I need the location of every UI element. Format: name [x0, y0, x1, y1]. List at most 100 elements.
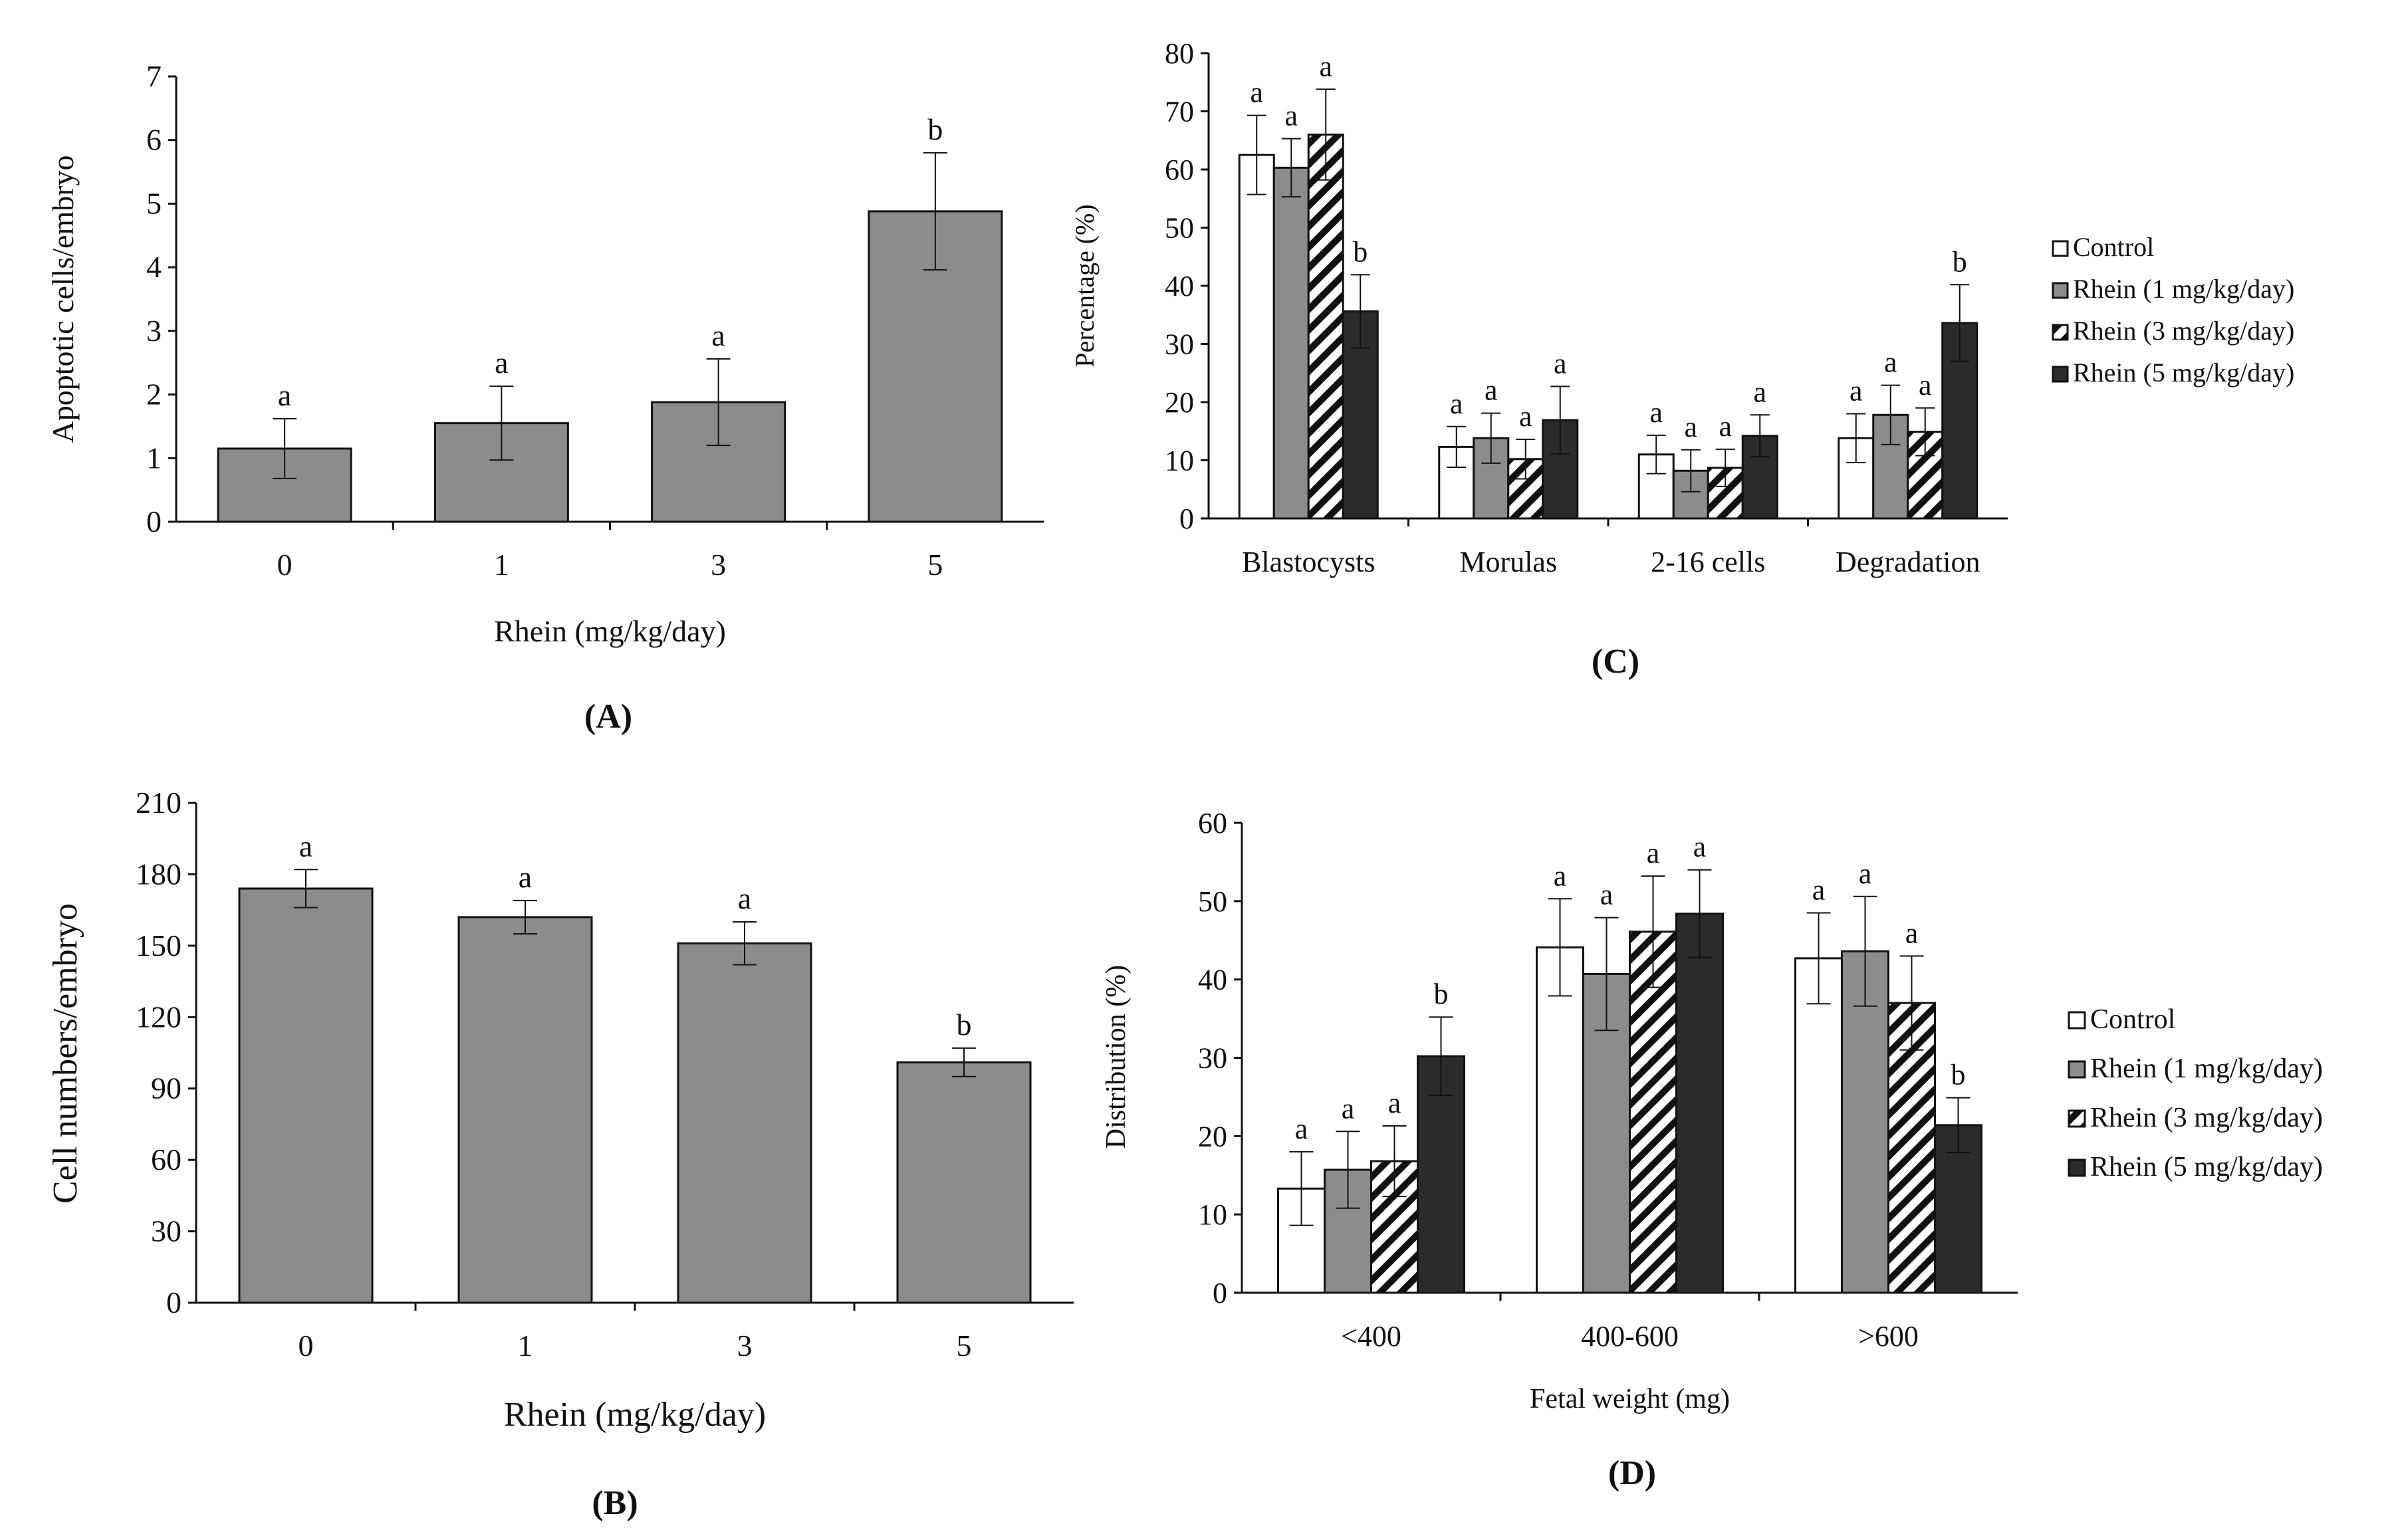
- y-tick-label: 50: [1165, 212, 1194, 245]
- y-tick-label: 210: [136, 786, 181, 820]
- y-tick-label: 80: [1165, 37, 1194, 70]
- significance-letter: a: [1342, 1092, 1355, 1125]
- y-tick-label: 30: [151, 1214, 181, 1248]
- bar: [677, 942, 812, 1304]
- y-tick-label: 40: [1198, 964, 1227, 996]
- x-category-label: 5: [957, 1329, 972, 1363]
- y-axis-label: Distribution (%): [1101, 965, 1132, 1149]
- legend-swatch: [2052, 366, 2069, 383]
- y-tick-label: 40: [1165, 270, 1194, 302]
- significance-letter: a: [1719, 410, 1732, 443]
- significance-letter: a: [1250, 76, 1263, 109]
- y-tick-label: 60: [1165, 154, 1194, 186]
- legend-swatch: [2068, 1060, 2086, 1079]
- bar: [1307, 134, 1344, 520]
- significance-letter: a: [1693, 831, 1707, 863]
- significance-letter: b: [957, 1008, 972, 1042]
- y-tick-label: 4: [146, 250, 162, 284]
- y-tick-label: 0: [1213, 1277, 1227, 1309]
- legend-swatch: [2068, 1109, 2086, 1128]
- bar: [457, 916, 593, 1304]
- y-axis-label: Cell numbers/embryo: [47, 903, 84, 1204]
- bar: [1741, 435, 1778, 520]
- y-tick-label: 30: [1198, 1042, 1227, 1075]
- y-tick-label: 0: [146, 504, 162, 538]
- legend-swatch: [2052, 240, 2069, 257]
- significance-letter: a: [1284, 100, 1298, 132]
- y-tick-label: 20: [1165, 386, 1194, 419]
- significance-letter: a: [278, 378, 291, 412]
- legend-swatch: [2068, 1011, 2086, 1030]
- significance-letter: a: [299, 829, 312, 863]
- significance-letter: a: [1450, 387, 1463, 420]
- x-category-label: >600: [1858, 1320, 1919, 1353]
- y-tick-label: 150: [136, 929, 181, 962]
- panel-label: (B): [592, 1484, 638, 1522]
- bar: [1272, 166, 1310, 520]
- x-category-label: 1: [518, 1329, 533, 1363]
- x-category-label: Degradation: [1836, 546, 1980, 578]
- bar: [1707, 467, 1744, 520]
- significance-letter: a: [1850, 375, 1863, 407]
- y-tick-label: 90: [151, 1071, 181, 1105]
- y-tick-label: 7: [146, 59, 162, 93]
- legend-swatch: [2068, 1158, 2086, 1177]
- significance-letter: a: [1554, 859, 1567, 892]
- bar: [1238, 154, 1275, 520]
- y-tick-label: 70: [1165, 96, 1194, 128]
- legend-label: Control: [2073, 232, 2154, 262]
- y-tick-label: 60: [1198, 807, 1227, 839]
- x-axis-label: Fetal weight (mg): [1530, 1384, 1730, 1414]
- y-tick-label: 180: [136, 857, 181, 891]
- bar: [217, 447, 352, 523]
- x-category-label: 3: [711, 548, 726, 582]
- significance-letter: b: [1951, 1059, 1966, 1091]
- legend-swatch: [2052, 282, 2069, 299]
- x-category-label: 400-600: [1581, 1320, 1679, 1353]
- significance-letter: a: [1485, 374, 1498, 407]
- significance-letter: a: [738, 881, 751, 915]
- y-tick-label: 30: [1165, 328, 1194, 361]
- x-axis-label: Rhein (mg/kg/day): [494, 614, 726, 648]
- significance-letter: a: [1812, 874, 1826, 907]
- significance-letter: b: [1434, 978, 1449, 1010]
- y-tick-label: 50: [1198, 885, 1227, 918]
- bar: [1675, 913, 1724, 1294]
- y-axis-label: Apoptotic cells/embryo: [46, 155, 80, 443]
- x-category-label: 3: [737, 1329, 753, 1363]
- bar: [1794, 957, 1843, 1294]
- significance-letter: a: [711, 318, 725, 352]
- legend-label: Rhein (1 mg/kg/day): [2073, 274, 2294, 304]
- significance-letter: a: [1600, 879, 1613, 911]
- x-category-label: 0: [277, 548, 293, 582]
- bar: [1536, 946, 1584, 1294]
- y-tick-label: 20: [1198, 1120, 1227, 1153]
- significance-letter: a: [1684, 411, 1697, 443]
- panel-label: (C): [1592, 643, 1639, 681]
- bar: [1629, 931, 1677, 1294]
- x-category-label: <400: [1341, 1320, 1401, 1353]
- legend-label: Rhein (1 mg/kg/day): [2090, 1053, 2323, 1084]
- significance-letter: a: [1554, 347, 1567, 380]
- bar: [896, 1061, 1032, 1304]
- chart-panel-A: 0 1 2 3 4 5 6 7 0 1 3 5 a a a b Apoptotic cells/embryo Rh…: [46, 59, 1044, 736]
- y-tick-label: 0: [166, 1285, 181, 1319]
- y-axis-label: Percentage (%): [1070, 204, 1100, 367]
- x-category-label: 5: [927, 548, 943, 582]
- significance-letter: b: [1953, 245, 1967, 278]
- legend: Control Rhein (1 mg/kg/day) Rhein (3 mg/kg…: [2052, 232, 2294, 387]
- y-tick-label: 2: [146, 378, 162, 411]
- y-tick-label: 0: [1179, 502, 1194, 535]
- x-axis-label: Rhein (mg/kg/day): [504, 1396, 766, 1434]
- bar: [238, 887, 374, 1304]
- significance-letter: a: [1388, 1087, 1401, 1119]
- legend-label: Rhein (3 mg/kg/day): [2090, 1103, 2323, 1133]
- legend-swatch: [2052, 324, 2069, 341]
- x-category-label: Morulas: [1459, 546, 1557, 578]
- legend: Control Rhein (1 mg/kg/day) Rhein (3 mg/kg…: [2068, 1004, 2323, 1182]
- significance-letter: a: [1519, 400, 1532, 433]
- chart-panel-B: 0 30 60 90 120 150 180 210 0 1 3 5 a a a b Cell numbers/…: [47, 786, 1074, 1522]
- x-category-label: 1: [494, 548, 509, 582]
- y-tick-label: 3: [146, 314, 162, 348]
- significance-letter: a: [1753, 376, 1766, 408]
